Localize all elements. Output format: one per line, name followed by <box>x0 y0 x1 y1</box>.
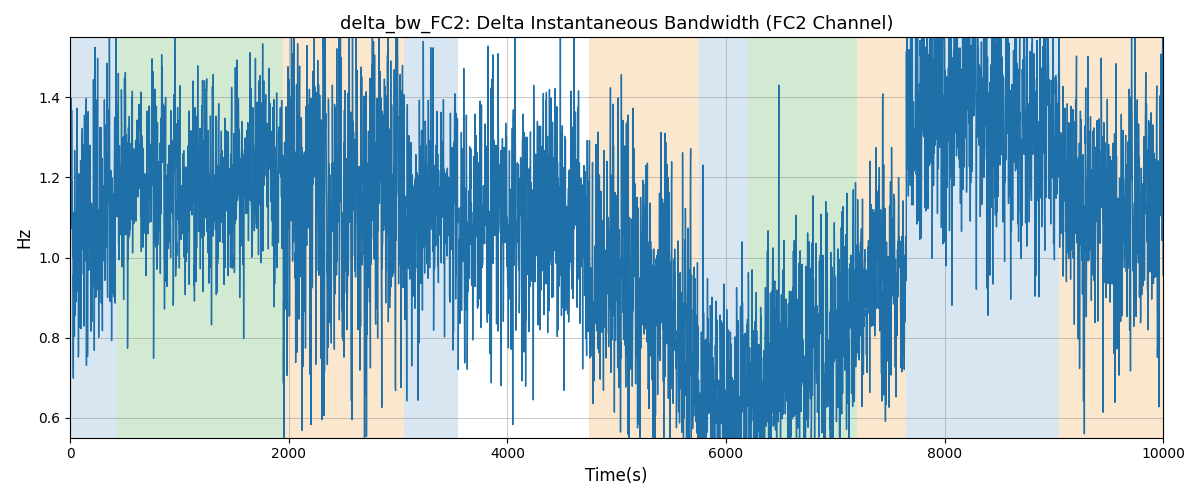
Bar <box>118 38 283 438</box>
Bar <box>589 38 698 438</box>
Bar <box>748 38 857 438</box>
Bar <box>906 38 1060 438</box>
Bar <box>403 38 458 438</box>
Bar <box>1060 38 1163 438</box>
X-axis label: Time(s): Time(s) <box>586 467 648 485</box>
Bar <box>857 38 906 438</box>
Bar <box>71 38 118 438</box>
Title: delta_bw_FC2: Delta Instantaneous Bandwidth (FC2 Channel): delta_bw_FC2: Delta Instantaneous Bandwi… <box>340 15 894 34</box>
Bar <box>283 38 403 438</box>
Y-axis label: Hz: Hz <box>16 227 34 248</box>
Bar <box>698 38 748 438</box>
